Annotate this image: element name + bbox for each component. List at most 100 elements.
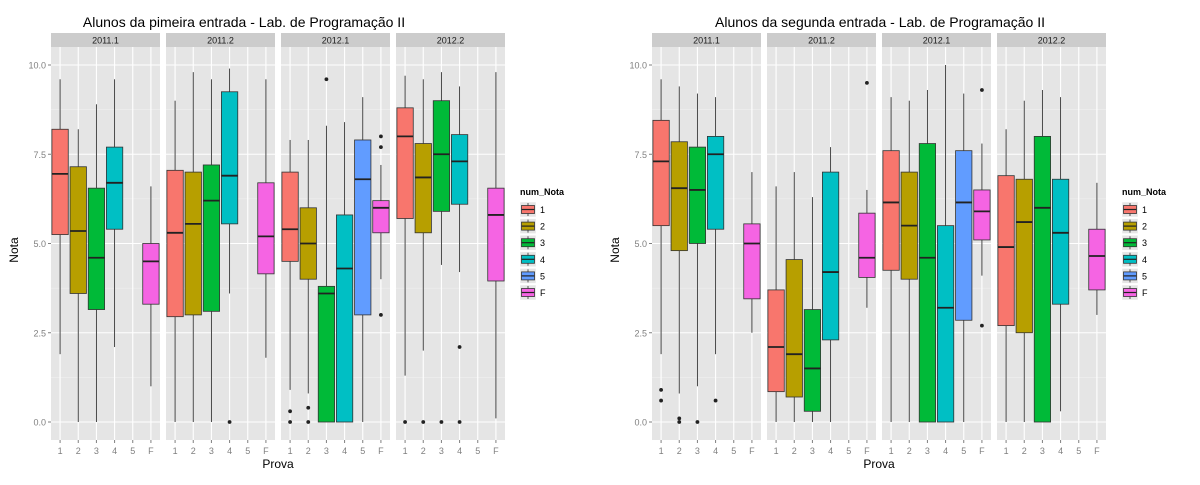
x-tick-label: 3	[810, 446, 815, 456]
box-3	[1033, 89, 1051, 423]
box-body	[1088, 228, 1106, 291]
x-tick-label: 4	[943, 446, 948, 456]
outlier-point	[379, 134, 383, 139]
box-F	[1088, 182, 1106, 315]
facet-strip	[166, 33, 275, 47]
outlier-point	[980, 323, 984, 328]
box-3	[317, 77, 335, 423]
x-tick-label: 4	[1058, 446, 1063, 456]
x-tick-label: 5	[731, 446, 736, 456]
legend-label-3: 3	[540, 238, 545, 248]
box-F	[372, 134, 390, 317]
legend: num_Nota 1 2 3 4 5 F	[519, 187, 565, 301]
box-F	[858, 80, 876, 308]
outlier-point	[421, 420, 426, 424]
outlier-point	[677, 420, 682, 424]
facet-strip-label: 2012.2	[437, 36, 465, 46]
facet-strip-label: 2012.1	[322, 36, 350, 46]
box-1	[166, 100, 184, 422]
outlier-point	[379, 313, 383, 317]
facet-strip	[882, 33, 991, 47]
box-body	[221, 91, 239, 225]
box-body	[281, 171, 299, 262]
box-2	[785, 172, 803, 422]
box-F	[142, 186, 160, 387]
box-4	[336, 122, 354, 423]
box-body	[858, 212, 876, 278]
y-tick-label: 0.0	[634, 418, 647, 428]
box-3	[87, 104, 105, 422]
box-2	[414, 79, 432, 424]
legend-title: num_Nota	[520, 187, 565, 197]
box-2	[900, 100, 918, 422]
y-tick-label: 7.5	[33, 150, 46, 160]
outlier-point	[677, 416, 682, 421]
chart-title: Alunos da segunda entrada - Lab. de Prog…	[715, 14, 1045, 30]
box-2	[69, 129, 87, 422]
box-body	[396, 107, 414, 219]
box-4	[221, 68, 239, 424]
box-4	[451, 86, 469, 424]
box-body	[451, 134, 469, 205]
box-body	[51, 128, 69, 235]
facet-strip-label: 2012.2	[1038, 36, 1066, 46]
facet-panel-2011.1: 2011.1 1 2 3 4 5 F	[51, 33, 160, 456]
box-3	[803, 197, 821, 422]
x-tick-label: 2	[792, 446, 797, 456]
x-tick-label: 5	[245, 446, 250, 456]
legend-label-F: F	[540, 288, 546, 298]
x-axis-label: Prova	[262, 457, 294, 471]
outlier-point	[227, 420, 232, 424]
box-body	[372, 200, 390, 234]
y-tick-label: 0.0	[33, 418, 46, 428]
x-tick-label: 3	[209, 446, 214, 456]
box-4	[937, 65, 955, 423]
outlier-point	[659, 398, 663, 403]
box-F	[487, 72, 505, 419]
x-tick-label: 1	[288, 446, 293, 456]
box-F	[743, 172, 761, 333]
box-body	[937, 225, 955, 423]
facet-strip	[767, 33, 876, 47]
box-1	[767, 186, 785, 422]
box-body	[184, 171, 202, 316]
facet-strip-label: 2011.1	[92, 36, 119, 46]
box-body	[166, 169, 184, 318]
outlier-point	[980, 88, 984, 92]
x-tick-label: 1	[58, 446, 63, 456]
box-body	[202, 164, 220, 312]
facet-strip	[997, 33, 1106, 47]
box-body	[1033, 135, 1051, 423]
box-F	[973, 88, 991, 328]
x-tick-label: F	[864, 446, 870, 456]
facet-panel-2011.2: 2011.2 1 2 3 4 5 F	[166, 33, 275, 456]
x-tick-label: 1	[173, 446, 178, 456]
box-5	[354, 97, 372, 422]
box-body	[106, 146, 124, 230]
outlier-point	[695, 420, 700, 424]
y-tick-label: 2.5	[33, 328, 46, 338]
outlier-point	[865, 80, 869, 85]
box-body	[973, 189, 991, 241]
x-tick-label: 3	[324, 446, 329, 456]
x-tick-label: 2	[191, 446, 196, 456]
x-tick-label: 4	[457, 446, 462, 456]
box-body	[785, 259, 803, 398]
facet-panel-2012.2: 2012.2 1 2 3 4 5 F	[396, 33, 505, 456]
box-body	[1052, 178, 1070, 305]
x-tick-label: 5	[130, 446, 135, 456]
box-body	[767, 289, 785, 393]
box-body	[652, 119, 670, 227]
x-tick-label: 2	[76, 446, 81, 456]
y-tick-label: 5.0	[33, 239, 46, 249]
x-tick-label: 2	[306, 446, 311, 456]
facet-strip	[51, 33, 160, 47]
x-tick-label: 2	[907, 446, 912, 456]
x-tick-label: 5	[475, 446, 480, 456]
box-4	[707, 97, 725, 403]
x-tick-label: 4	[342, 446, 347, 456]
legend-label-2: 2	[540, 222, 545, 232]
outlier-point	[306, 420, 311, 424]
box-body	[670, 141, 688, 252]
